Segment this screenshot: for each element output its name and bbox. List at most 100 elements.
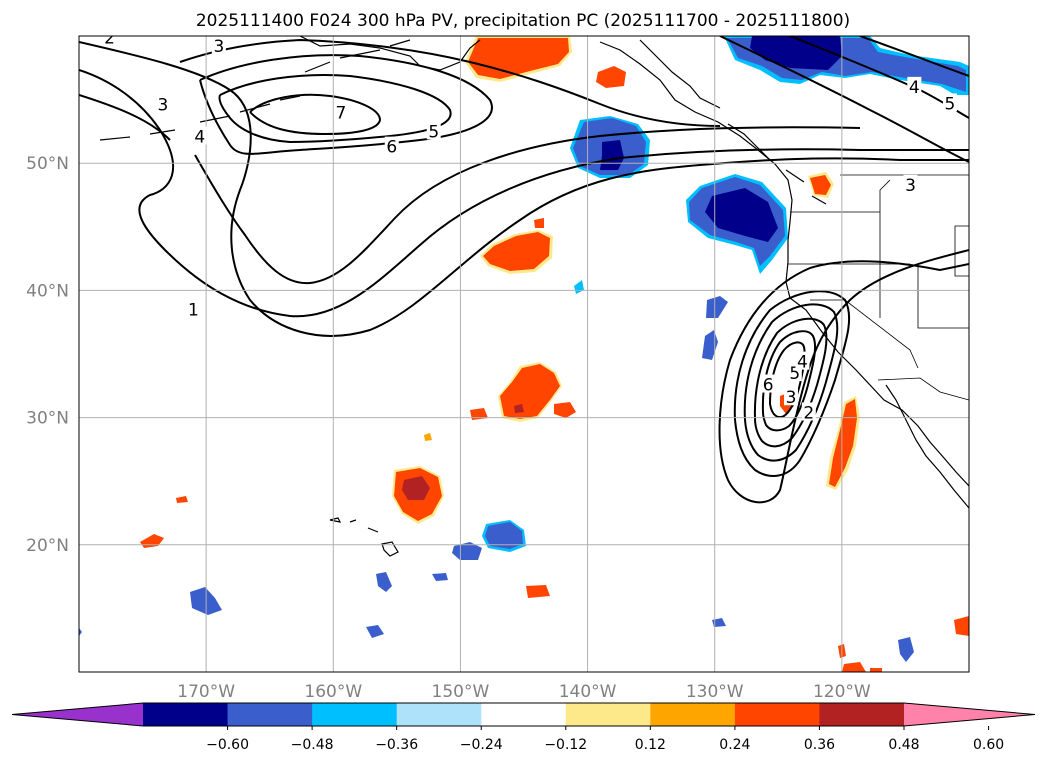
contour-label: 3 xyxy=(213,37,224,57)
precip-negative-area xyxy=(898,637,914,662)
precip-negative-area xyxy=(366,625,384,638)
colorbar-tick-labels: −0.60 −0.48 −0.36 −0.24 −0.12 0.12 0.24 0.36 0.4… xyxy=(206,737,1004,753)
colorbar-tick-label: 0.24 xyxy=(719,737,750,753)
precip-positive-area xyxy=(842,662,866,672)
precip-negative-area xyxy=(376,572,392,592)
coastlines xyxy=(99,36,969,557)
precip-negative-area xyxy=(79,628,82,636)
lon-tick-label: 150°W xyxy=(432,682,490,702)
colorbar-segment xyxy=(481,703,567,726)
map-background xyxy=(79,36,969,672)
precip-positive-area xyxy=(534,218,544,228)
lat-tick-label: 50°N xyxy=(26,154,69,174)
colorbar-segment xyxy=(312,703,398,726)
longitude-tick-labels: 170°W 160°W 150°W 140°W 130°W 120°W xyxy=(177,682,871,702)
precip-positive-area xyxy=(514,404,524,413)
contour-label: 7 xyxy=(336,103,347,123)
hawaiian-islands xyxy=(329,517,399,557)
lon-tick-label: 130°W xyxy=(686,682,744,702)
precip-positive-area xyxy=(470,408,488,420)
lon-tick-label: 170°W xyxy=(177,682,235,702)
colorbar-tick-label: 0.60 xyxy=(973,737,1004,753)
contour-label: 4 xyxy=(797,353,808,373)
contour-label: 5 xyxy=(428,122,439,142)
pv-contour xyxy=(761,330,817,432)
precip-positive-area xyxy=(526,585,550,598)
contour-label-background xyxy=(795,351,810,370)
gridlines xyxy=(79,36,969,672)
precip-positive-area xyxy=(176,496,188,503)
contour-label-background xyxy=(192,126,207,145)
pv-contour xyxy=(79,41,969,337)
contour-label: 5 xyxy=(945,94,956,114)
contour-label: 3 xyxy=(786,388,797,408)
lat-tick-label: 30°N xyxy=(26,409,69,429)
alaska-coastline xyxy=(299,36,481,71)
precip-negative-area xyxy=(706,296,728,318)
pv-contour xyxy=(859,36,969,77)
pv-contour xyxy=(249,93,382,136)
contour-label-background xyxy=(761,374,776,393)
map-frame xyxy=(78,35,970,673)
pv-contour xyxy=(79,69,969,318)
colorbar-extend-high xyxy=(904,703,1035,726)
colorbar-outline xyxy=(11,702,1036,727)
contour-label: 6 xyxy=(386,138,397,158)
contour-label: 6 xyxy=(763,376,774,396)
pv-contour xyxy=(719,36,969,163)
precip-positive-area xyxy=(870,668,882,672)
pv-contour xyxy=(199,54,493,155)
latitude-tick-labels: 50°N 40°N 30°N 20°N xyxy=(26,154,69,556)
colorbar-tick-label: 0.12 xyxy=(635,737,666,753)
precip-negative-area xyxy=(452,542,482,560)
lat-tick-label: 20°N xyxy=(26,536,69,556)
baja-coastline xyxy=(885,384,969,509)
precip-negative-area xyxy=(485,522,523,549)
precip-negative-area xyxy=(705,188,778,242)
pv-contour xyxy=(218,73,452,144)
colorbar xyxy=(11,702,1036,730)
lon-tick-label: 120°W xyxy=(813,682,871,702)
pv-contour xyxy=(194,126,861,285)
precip-positive-area xyxy=(483,232,550,271)
precip-negative-area xyxy=(432,573,448,581)
colorbar-segment xyxy=(565,703,651,726)
contour-label-background xyxy=(907,76,922,95)
canadian-islands xyxy=(639,39,827,205)
contour-label-background xyxy=(426,121,441,140)
precip-positive-area xyxy=(402,476,430,500)
state-border xyxy=(788,179,969,401)
precip-positive-area xyxy=(954,616,969,636)
colorbar-tick-label: 0.36 xyxy=(804,737,835,753)
contour-label: 5 xyxy=(789,364,800,384)
lon-tick-label: 140°W xyxy=(559,682,617,702)
colorbar-segment xyxy=(143,703,229,726)
contour-label-background xyxy=(333,102,348,121)
lat-tick-label: 40°N xyxy=(26,281,69,301)
contour-label-background xyxy=(155,94,170,113)
colorbar-segment xyxy=(396,703,482,726)
colorbar-extend-low xyxy=(12,703,143,726)
precip-positive-area xyxy=(500,364,560,419)
contour-label: 4 xyxy=(194,127,205,147)
precip-negative-area xyxy=(712,618,726,627)
precip-positive-area xyxy=(829,399,857,487)
contour-label: 4 xyxy=(909,78,920,98)
contour-label-background xyxy=(784,387,798,406)
colorbar-tick-label: −0.48 xyxy=(291,737,334,753)
chart-title: 2025111400 F024 300 hPa PV, precipitatio… xyxy=(196,11,850,31)
pv-contour xyxy=(179,38,721,127)
pv-contour xyxy=(733,290,851,477)
pv-contour xyxy=(79,94,171,141)
pv-contour xyxy=(753,317,828,448)
contour-label-background xyxy=(801,402,816,421)
precip-positive-area xyxy=(596,66,626,88)
contour-label: 2 xyxy=(803,404,814,424)
contour-label: 3 xyxy=(905,176,916,196)
lon-tick-label: 160°W xyxy=(304,682,362,702)
colorbar-tick-label: −0.12 xyxy=(544,737,587,753)
precip-negative-area xyxy=(702,330,718,360)
north-american-coastline xyxy=(599,41,969,487)
